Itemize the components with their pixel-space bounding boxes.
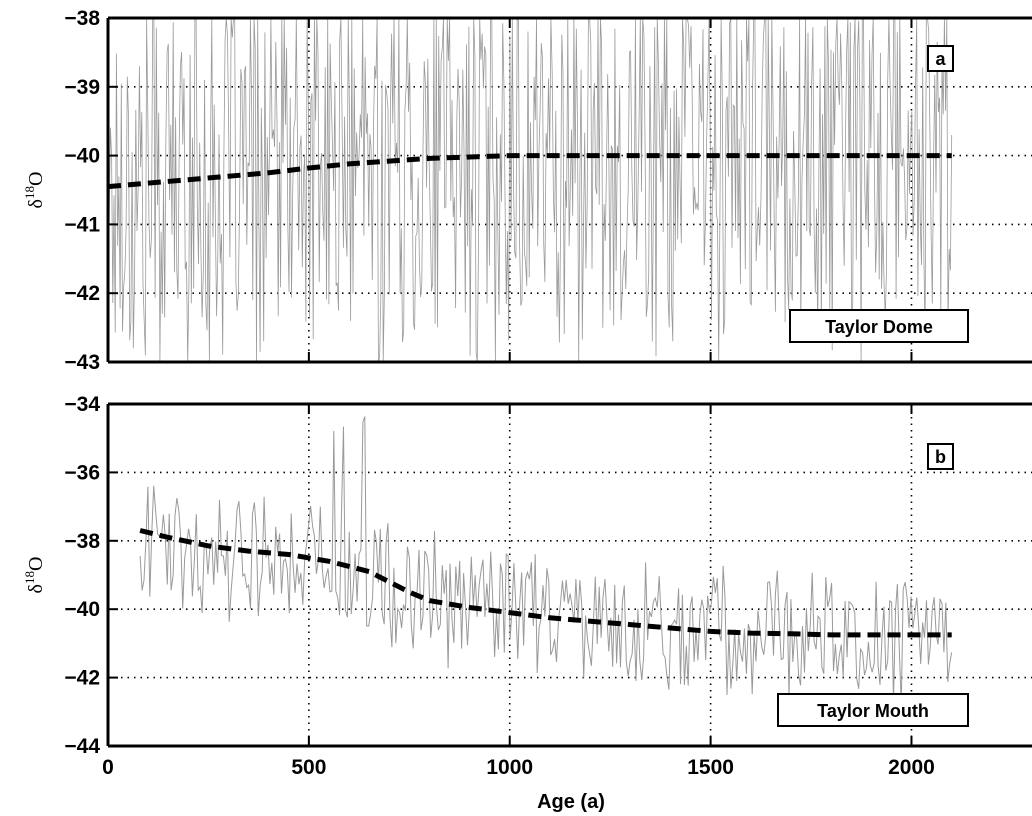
x-tick-label: 0 bbox=[102, 756, 114, 779]
panel-a-location-box: Taylor Dome bbox=[789, 309, 969, 343]
panel-b-noise-series bbox=[139, 416, 953, 706]
panel-a-letter: a bbox=[935, 49, 946, 69]
panel-b-y-tick-labels: −44 −42 −40 −38 −36 −34 bbox=[64, 393, 100, 758]
y-tick-label: −40 bbox=[64, 145, 100, 168]
panel-b-location-box: Taylor Mouth bbox=[777, 693, 969, 727]
panel-a-y-axis-label: δ18O bbox=[22, 172, 47, 209]
panel-b-x-tick-labels: 0 500 1000 1500 2000 bbox=[102, 756, 935, 779]
panel-b-letter: b bbox=[935, 447, 946, 467]
x-tick-label: 500 bbox=[291, 756, 326, 779]
panel-a-frame bbox=[106, 16, 1032, 364]
y-tick-label: −41 bbox=[64, 213, 100, 236]
panel-b-trend-series bbox=[139, 528, 952, 638]
x-tick-label: 1000 bbox=[486, 756, 533, 779]
panel-a: −43 −42 −41 −40 −39 −38 δ18O a Taylor Dome bbox=[22, 7, 1032, 374]
x-tick-label: 1500 bbox=[687, 756, 734, 779]
trend-dashed-line bbox=[107, 153, 952, 190]
noise-series-line bbox=[107, 17, 953, 363]
x-axis-title: Age (a) bbox=[537, 791, 605, 813]
panel-b: −44 −42 −40 −38 −36 −34 0 500 1000 1500 2000 δ18O… bbox=[22, 393, 1032, 813]
y-tick-label: −38 bbox=[64, 7, 100, 30]
y-tick-label: −39 bbox=[64, 76, 100, 99]
y-tick-label: −40 bbox=[64, 598, 100, 621]
panel-b-y-axis-label: δ18O bbox=[22, 557, 47, 594]
panel-a-y-tick-labels: −43 −42 −41 −40 −39 −38 bbox=[64, 7, 100, 374]
panel-a-trend-series bbox=[107, 153, 952, 190]
y-tick-label: −36 bbox=[64, 461, 100, 484]
y-tick-label: −34 bbox=[64, 393, 100, 416]
panel-a-noise-series bbox=[107, 17, 953, 363]
panel-a-letter-box: a bbox=[927, 45, 954, 72]
trend-dashed-line bbox=[139, 528, 952, 638]
noise-series-line bbox=[139, 416, 953, 706]
panel-b-location-label: Taylor Mouth bbox=[817, 701, 929, 721]
panel-a-location-label: Taylor Dome bbox=[825, 317, 933, 337]
y-tick-label: −38 bbox=[64, 530, 100, 553]
panel-b-frame bbox=[106, 402, 1032, 748]
x-tick-label: 2000 bbox=[888, 756, 935, 779]
y-tick-label: −44 bbox=[64, 735, 100, 758]
panel-b-grid bbox=[108, 404, 1032, 746]
y-tick-label: −42 bbox=[64, 282, 100, 305]
y-tick-label: −43 bbox=[64, 351, 100, 374]
y-tick-label: −42 bbox=[64, 667, 100, 690]
panel-b-letter-box: b bbox=[927, 443, 954, 470]
